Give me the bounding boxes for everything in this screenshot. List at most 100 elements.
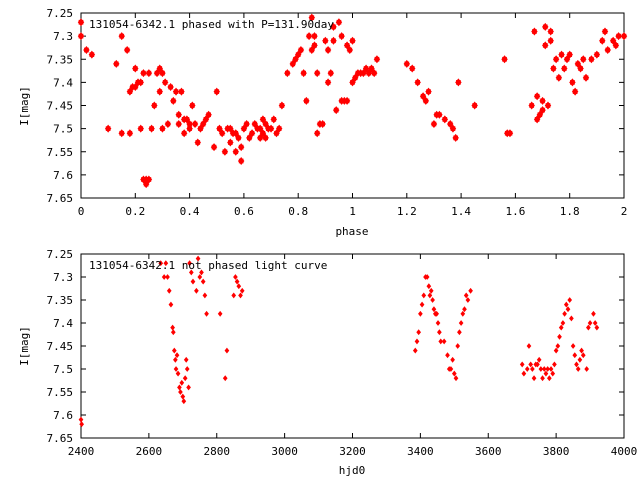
unphased-data-point: [173, 366, 179, 372]
phased-x-tick-label: 1.8: [560, 205, 580, 218]
phased-data-point-core: [241, 126, 247, 131]
unphased-data-point: [458, 320, 464, 326]
phased-data-point-core: [542, 24, 548, 30]
unphased-data-point: [190, 278, 196, 285]
phased-data-point-core: [328, 70, 334, 76]
unphased-data-point: [463, 292, 469, 299]
phased-data-point-core: [564, 56, 570, 62]
unphased-data-point: [428, 287, 434, 294]
phased-data-point-core: [301, 70, 306, 76]
unphased-data-point: [195, 255, 201, 262]
unphased-data-point: [569, 315, 574, 322]
phased-data-point-core: [257, 126, 263, 131]
phased-data-point-core: [374, 56, 380, 62]
unphased-data-point: [197, 274, 203, 280]
phased-data-point-core: [176, 112, 182, 118]
unphased-data-point: [202, 292, 208, 299]
phased-data-point-core: [173, 89, 179, 94]
phased-data-point-core: [268, 126, 274, 131]
unphased-data-point: [465, 297, 471, 303]
unphased-data-point: [451, 370, 457, 377]
phased-data-point-core: [532, 29, 537, 34]
phased-data-point-core: [187, 121, 192, 127]
unphased-data-point: [166, 287, 172, 294]
unphased-data-point: [528, 361, 534, 368]
unphased-data-point: [558, 324, 564, 331]
phased-data-point-core: [244, 121, 249, 127]
unphased-y-tick-label: 7.6: [53, 409, 73, 422]
unphased-data-point: [231, 292, 237, 299]
unphased-data-point: [552, 361, 557, 368]
unphased-data-point: [555, 343, 561, 349]
phased-data-point-core: [78, 19, 84, 25]
phased-data-point-core: [442, 117, 448, 122]
phased-data-point-core: [456, 80, 461, 85]
unphased-data-point: [580, 352, 586, 359]
phased-data-point-core: [219, 130, 225, 136]
phased-data-point-core: [187, 126, 192, 131]
phased-x-tick-label: 1.4: [451, 205, 471, 218]
phased-data-point-core: [138, 126, 144, 131]
phased-data-point-core: [138, 80, 144, 85]
phased-data-point-core: [323, 38, 328, 44]
phased-data-point-core: [350, 38, 355, 44]
phased-x-axis-label: phase: [335, 225, 368, 238]
phased-data-point-core: [578, 66, 583, 71]
phased-data-point-core: [274, 130, 279, 136]
phased-y-tick-label: 7.55: [47, 146, 74, 159]
unphased-data-point: [186, 384, 191, 391]
unphased-data-point: [594, 324, 600, 331]
phased-x-tick-label: 0.8: [288, 205, 308, 218]
unphased-data-point: [414, 338, 420, 345]
phased-data-point-core: [113, 61, 119, 67]
phased-data-point-core: [306, 33, 312, 39]
phased-data-point-core: [613, 43, 619, 48]
unphased-data-point: [591, 310, 596, 317]
unphased-data-point: [450, 356, 455, 363]
unphased-data-point: [174, 352, 180, 359]
phased-data-point-core: [84, 47, 89, 53]
phased-data-point-core: [271, 117, 277, 122]
phased-data-point-core: [437, 112, 442, 118]
unphased-data-point: [184, 366, 190, 372]
phased-data-point-core: [344, 43, 350, 48]
unphased-data-point: [587, 320, 593, 326]
phased-data-point-core: [599, 38, 605, 44]
phased-data-point-core: [325, 80, 331, 85]
unphased-data-point: [233, 274, 238, 280]
unphased-y-tick-label: 7.25: [47, 248, 74, 261]
phased-data-point-core: [363, 66, 369, 71]
unphased-y-tick-label: 7.65: [47, 432, 74, 445]
phased-data-point-core: [415, 80, 420, 85]
unphased-data-point: [455, 343, 461, 349]
phased-data-point-core: [119, 130, 125, 136]
phased-data-point-core: [298, 47, 304, 53]
unphased-data-point: [565, 306, 571, 313]
phased-data-point-core: [502, 56, 507, 62]
unphased-data-point: [584, 366, 590, 372]
unphased-data-point: [234, 278, 240, 285]
phased-y-tick-label: 7.3: [53, 30, 73, 43]
unphased-data-point: [457, 329, 462, 336]
unphased-data-point: [574, 361, 579, 368]
phased-data-point-core: [540, 98, 545, 104]
phased-data-point-core: [160, 126, 165, 131]
unphased-x-tick-label: 3200: [339, 445, 366, 458]
phased-data-point-core: [151, 103, 157, 108]
phased-data-point-core: [331, 38, 336, 44]
unphased-y-tick-label: 7.5: [53, 363, 73, 376]
phased-data-point-core: [127, 130, 133, 136]
unphased-x-tick-label: 4000: [611, 445, 638, 458]
phased-y-tick-label: 7.25: [47, 7, 74, 20]
phased-data-point-core: [127, 89, 133, 94]
phased-data-point-core: [276, 126, 282, 131]
unphased-data-point: [437, 329, 442, 336]
phased-data-point-core: [534, 93, 540, 99]
unphased-data-point: [418, 310, 423, 317]
phased-data-point-core: [227, 126, 233, 131]
unphased-data-point: [572, 352, 578, 359]
phased-data-point-core: [447, 121, 453, 127]
unphased-y-tick-label: 7.45: [47, 340, 74, 353]
